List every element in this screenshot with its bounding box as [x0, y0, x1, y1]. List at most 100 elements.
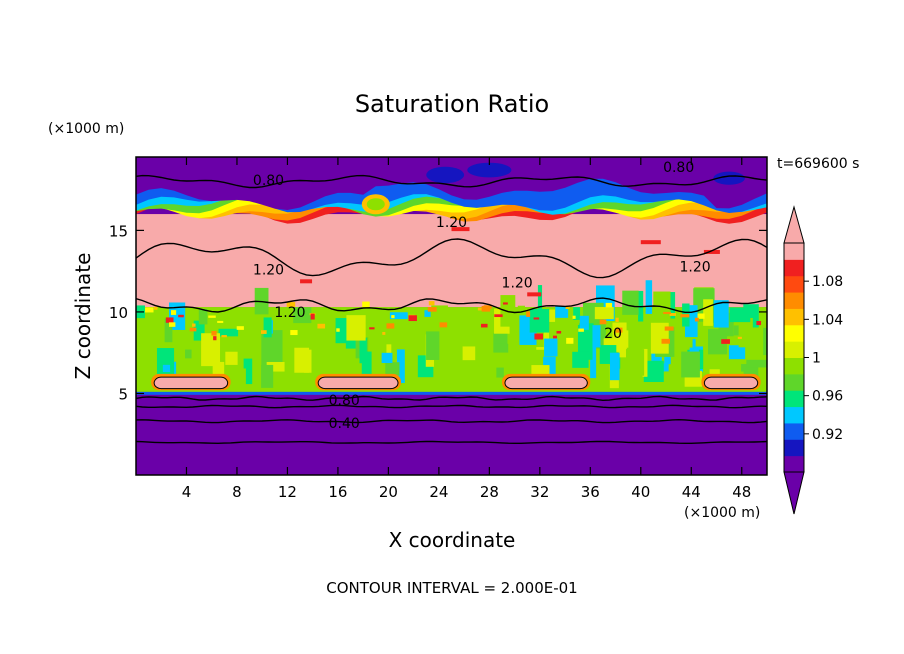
- warm-patch-1: [366, 198, 385, 211]
- mid-cell: [198, 308, 208, 325]
- mid-cell: [212, 361, 225, 375]
- mid-cell: [517, 305, 525, 317]
- cloud-cell-2: [703, 249, 720, 254]
- mid-cell: [592, 325, 601, 348]
- y-tick-label: 10: [109, 304, 128, 322]
- colorbar-segment: [784, 422, 804, 440]
- lens-0: [153, 376, 229, 390]
- mid-cell: [728, 345, 746, 360]
- contour-0.40: [136, 418, 767, 424]
- base-cell: [362, 301, 370, 308]
- mid-cell: [651, 343, 662, 372]
- mid-cell: [293, 307, 312, 324]
- mid-cell: [185, 349, 192, 359]
- x-axis-label: X coordinate: [389, 528, 516, 552]
- mid-cell: [622, 290, 639, 315]
- base-cell: [165, 317, 174, 323]
- contour-label: 1.20: [253, 263, 284, 279]
- chart-title: Saturation Ratio: [355, 90, 549, 118]
- time-label: t=669600 s: [777, 156, 859, 172]
- colorbar: 1.08 1.04 1 0.96 0.92: [783, 205, 843, 515]
- base-cell: [310, 313, 315, 320]
- base-cell: [661, 338, 670, 344]
- colorbar-segment: [784, 439, 804, 457]
- mid-cell: [596, 319, 606, 349]
- base-cell: [153, 306, 158, 310]
- mid-cell: [218, 328, 239, 337]
- field-band-0: [136, 393, 767, 475]
- contour-0.80-top: [136, 174, 767, 189]
- mid-cell: [156, 348, 175, 377]
- base-cell: [756, 320, 762, 326]
- x-tick-label: 28: [480, 483, 499, 501]
- base-cell: [236, 326, 244, 330]
- base-cell: [208, 315, 216, 318]
- colorbar-segment: [784, 292, 804, 309]
- mid-cell: [294, 347, 310, 373]
- base-cell: [481, 305, 491, 312]
- mid-cell: [577, 324, 593, 360]
- contour-label: 0.80: [663, 160, 694, 176]
- base-cell: [737, 336, 742, 339]
- mid-cell: [233, 368, 246, 387]
- x-unit-label: (×1000 m): [684, 505, 760, 521]
- mid-cell: [529, 309, 550, 333]
- x-tick-label: 48: [732, 483, 751, 501]
- base-cell: [534, 333, 544, 340]
- mid-cell: [201, 333, 221, 367]
- base-cell: [290, 330, 298, 336]
- mid-cell: [618, 329, 627, 358]
- base-cell: [615, 317, 619, 322]
- mid-cell: [653, 291, 671, 327]
- y-axis: 5 10 15: [109, 222, 767, 403]
- mid-cell: [763, 327, 767, 358]
- colorbar-top-arrow: [783, 205, 805, 244]
- mid-cell: [447, 371, 453, 381]
- mid-cell: [386, 344, 392, 358]
- x-tick-label: 44: [682, 483, 701, 501]
- colorbar-segment: [784, 406, 804, 424]
- mid-cell: [359, 337, 367, 364]
- contour-label: 1.20: [274, 305, 305, 321]
- mid-cell: [625, 349, 645, 376]
- mid-cell: [346, 315, 366, 341]
- contour-label-layer: 0.80 0.80 1.20 1.20 1.20 1.20 1.20 20 0.80 0.40: [253, 160, 711, 432]
- mid-cell: [225, 351, 238, 365]
- base-cell: [502, 302, 508, 305]
- mid-cell: [544, 338, 558, 357]
- y-tick-label: 5: [118, 385, 128, 403]
- base-cell: [145, 307, 154, 313]
- mid-cell: [261, 330, 283, 366]
- contour-layer: [136, 174, 767, 445]
- colorbar-bottom-arrow: [783, 471, 805, 515]
- cloud-cell-3: [451, 227, 470, 232]
- mid-cell: [462, 346, 476, 361]
- base-cell: [217, 320, 224, 323]
- colorbar-segment: [784, 373, 804, 391]
- base-cell: [336, 328, 340, 332]
- mid-cell: [263, 317, 272, 338]
- x-tick-label: 32: [530, 483, 549, 501]
- contour-0.20: [136, 440, 767, 445]
- mid-cell: [450, 354, 457, 388]
- x-tick-label: 4: [182, 483, 192, 501]
- mid-cell: [555, 306, 569, 318]
- base-cell: [566, 337, 574, 344]
- x-tick-label: 40: [631, 483, 650, 501]
- mid-cell: [713, 300, 729, 328]
- mid-cell: [261, 364, 274, 388]
- mid-cell: [457, 356, 465, 381]
- base-cell: [369, 327, 375, 330]
- base-cell: [697, 313, 705, 319]
- base-cell: [317, 323, 326, 329]
- plot-area: 0.80 0.80 1.20 1.20 1.20 1.20 1.20 20 0.80 0.40: [136, 157, 767, 475]
- mid-cell: [733, 325, 741, 336]
- base-cell: [168, 322, 176, 327]
- mid-cell: [695, 321, 706, 347]
- base-cell: [391, 315, 395, 319]
- y-tick-label: 15: [109, 222, 128, 240]
- mid-cell: [707, 329, 728, 355]
- mid-cell: [643, 360, 664, 383]
- base-cell: [386, 323, 395, 329]
- base-cell: [178, 314, 184, 318]
